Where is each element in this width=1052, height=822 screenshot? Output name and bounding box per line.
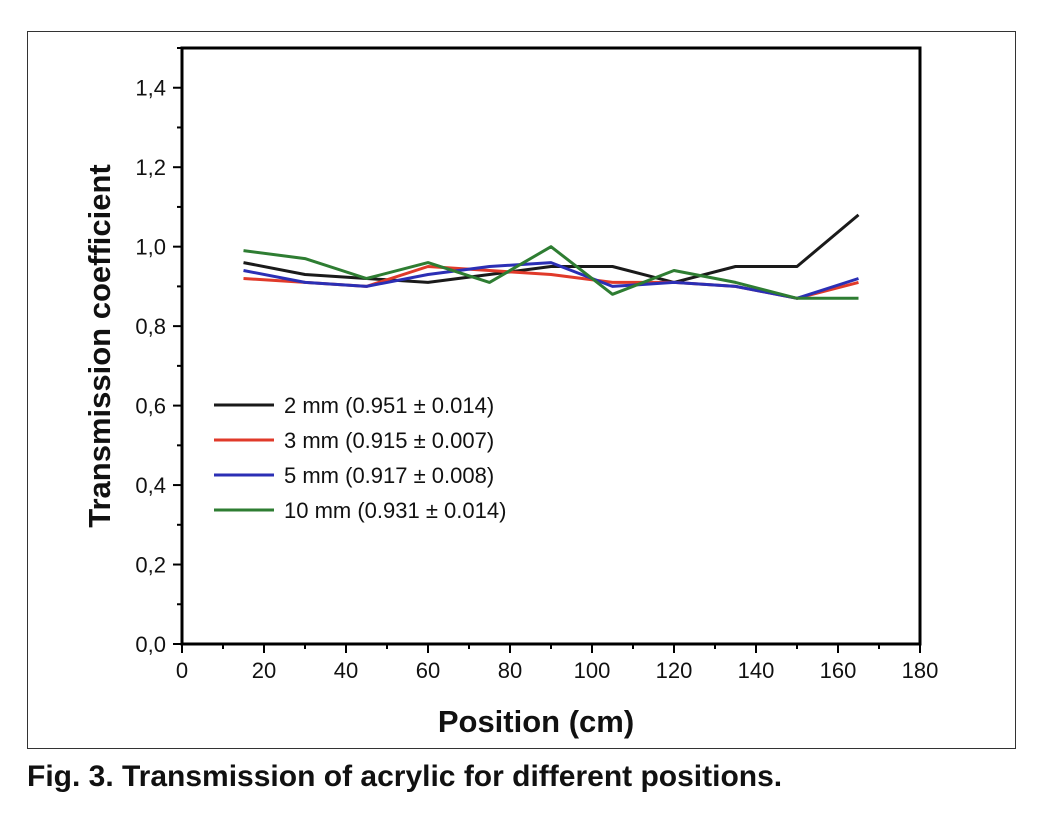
x-tick-label: 180	[902, 658, 939, 683]
y-tick-label: 1,4	[135, 76, 166, 101]
legend: 2 mm (0.951 ± 0.014) 3 mm (0.915 ± 0.007)…	[214, 393, 506, 523]
y-tick-label: 1,0	[135, 235, 166, 260]
x-tick-label: 80	[498, 658, 522, 683]
series-line	[243, 213, 860, 284]
x-tick-label: 100	[574, 658, 611, 683]
x-axis-title: Position (cm)	[438, 704, 634, 739]
y-tick-label: 0,4	[135, 473, 166, 498]
figure-caption: Fig. 3. Transmission of acrylic for diff…	[27, 760, 783, 793]
x-tick-label: 40	[334, 658, 358, 683]
x-tick-label: 20	[252, 658, 276, 683]
plot-border	[180, 46, 922, 646]
series-line	[243, 261, 859, 300]
legend-label: 5 mm (0.917 ± 0.008)	[284, 463, 494, 488]
x-tick-label: 120	[656, 658, 693, 683]
series-line	[243, 245, 859, 300]
legend-label: 3 mm (0.915 ± 0.007)	[284, 428, 494, 453]
x-tick-label: 60	[416, 658, 440, 683]
y-tick-label: 0,8	[135, 314, 166, 339]
y-axis-title: Transmission coefficient	[82, 164, 117, 528]
x-tick-label: 0	[176, 658, 188, 683]
legend-label: 2 mm (0.951 ± 0.014)	[284, 393, 494, 418]
y-tick-label: 0,0	[135, 632, 166, 657]
y-tick-label: 1,2	[135, 155, 166, 180]
y-tick-label: 0,2	[135, 553, 166, 578]
figure-frame	[27, 31, 1016, 749]
x-tick-label: 160	[820, 658, 857, 683]
y-tick-label: 0,6	[135, 394, 166, 419]
x-tick-label: 140	[738, 658, 775, 683]
axes: 0 20 40 60 80 100 120 140 160 180 0,0 0,2 0,4 0,6 0,8 1…	[135, 46, 939, 683]
legend-label: 10 mm (0.931 ± 0.014)	[284, 498, 506, 523]
series-lines	[243, 213, 860, 300]
line-chart: 0 20 40 60 80 100 120 140 160 180 0,0 0,2 0,4 0,6 0,8 1…	[82, 46, 939, 739]
